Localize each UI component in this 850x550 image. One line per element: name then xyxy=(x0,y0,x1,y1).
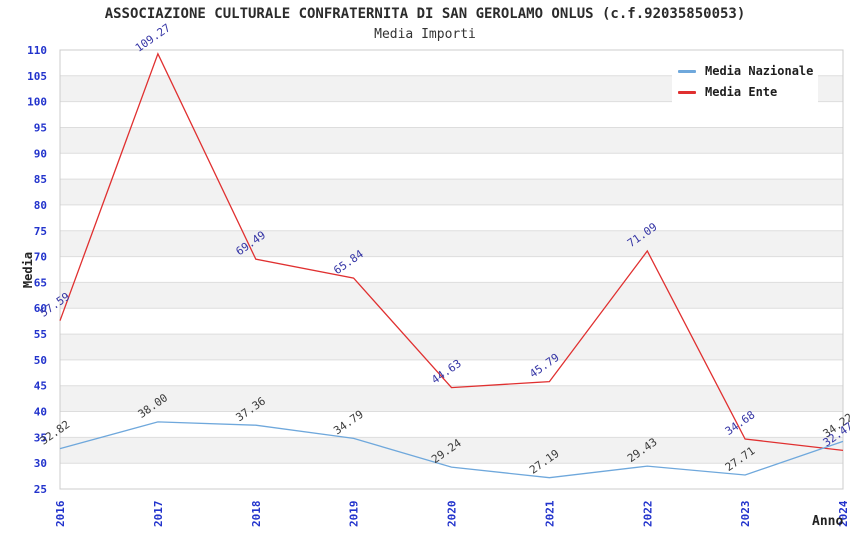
chart-subtitle: Media Importi xyxy=(374,27,476,42)
y-tick-label: 70 xyxy=(34,251,47,264)
x-tick-label: 2016 xyxy=(54,500,67,527)
y-axis-title: Media xyxy=(21,251,35,289)
x-tick-label: 2018 xyxy=(250,501,263,528)
grid-band xyxy=(60,230,843,257)
legend-item-media-ente: Media Ente xyxy=(678,85,812,99)
grid-band xyxy=(60,179,843,205)
y-tick-label: 95 xyxy=(34,122,47,135)
y-tick-label: 25 xyxy=(34,483,47,496)
x-tick-label: 2019 xyxy=(348,501,361,528)
y-tick-label: 85 xyxy=(34,173,47,186)
y-tick-label: 40 xyxy=(34,406,47,419)
x-tick-label: 2020 xyxy=(446,501,459,528)
legend-label: Media Nazionale xyxy=(705,64,814,78)
series-line-media-ente xyxy=(59,52,844,452)
legend-item-media-nazionale: Media Nazionale xyxy=(678,64,814,78)
plot-border xyxy=(59,49,844,490)
grid-band xyxy=(60,282,843,309)
x-tick-label: 2024 xyxy=(837,500,850,527)
grid-band xyxy=(60,127,843,154)
grid-band xyxy=(60,385,843,412)
x-axis-title: Anno xyxy=(812,514,844,529)
y-tick-label: 80 xyxy=(34,199,47,212)
y-tick-label: 45 xyxy=(34,380,47,393)
y-tick-label: 55 xyxy=(34,328,47,341)
y-tick-label: 65 xyxy=(34,276,47,289)
grid-band xyxy=(60,334,843,360)
x-tick-label: 2023 xyxy=(739,501,752,528)
y-tick-label: 50 xyxy=(34,354,47,367)
y-tick-label: 110 xyxy=(27,44,47,57)
legend-label: Media Ente xyxy=(705,85,778,99)
legend-swatch-icon xyxy=(678,90,696,94)
y-tick-label: 90 xyxy=(34,147,47,160)
y-tick-label: 100 xyxy=(27,96,47,109)
y-tick-label: 75 xyxy=(34,225,47,238)
legend: Media Nazionale Media Ente xyxy=(672,56,818,105)
x-tick-label: 2021 xyxy=(543,500,556,527)
series-line-media-nazionale xyxy=(59,421,844,479)
chart-title: ASSOCIAZIONE CULTURALE CONFRATERNITA DI … xyxy=(104,6,746,22)
x-tick-label: 2017 xyxy=(152,501,165,528)
y-tick-label: 105 xyxy=(27,70,47,83)
y-tick-label: 35 xyxy=(34,431,47,444)
legend-swatch-icon xyxy=(678,69,696,73)
y-tick-label: 30 xyxy=(34,457,47,470)
data-label-media-ente: 34.68 xyxy=(723,408,758,438)
grid-band xyxy=(60,437,843,464)
x-tick-label: 2022 xyxy=(641,501,654,528)
y-tick-label: 60 xyxy=(34,302,47,315)
data-label-media-nazionale: 34.79 xyxy=(331,408,366,438)
